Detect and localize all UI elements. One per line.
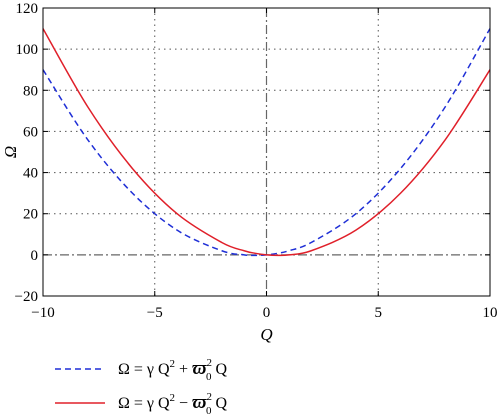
y-tick-label: 60 [23,124,38,140]
y-tick-label: 80 [23,83,38,99]
y-tick-label: −20 [15,289,38,305]
legend-label-1: Ω = γ Q2 + ϖ2 0 Q [118,357,227,383]
y-axis-label: Ω [1,146,20,158]
y-tick-label: 120 [16,1,39,17]
legend: Ω = γ Q2 + ϖ2 0 Q Ω = γ Q2 − ϖ2 0 Q [55,357,227,417]
series-line-2 [42,28,491,257]
x-tick-label: −5 [147,305,163,321]
series-lines [42,28,491,257]
x-tick-label: 5 [375,305,383,321]
y-tick-label: 100 [16,42,39,58]
y-tick-label: 20 [23,207,38,223]
x-tick-label: 10 [483,305,498,321]
x-tick-label: −10 [31,305,54,321]
x-axis-label: Q [260,325,272,344]
x-tick-label: 0 [263,305,271,321]
axis-ticks: −10 −5 0 5 10 −20 0 20 40 60 80 100 120 [15,1,498,321]
legend-label-2: Ω = γ Q2 − ϖ2 0 Q [118,391,227,417]
y-tick-label: 40 [23,166,38,182]
y-tick-label: 0 [31,248,39,264]
grid-lines [43,8,490,296]
